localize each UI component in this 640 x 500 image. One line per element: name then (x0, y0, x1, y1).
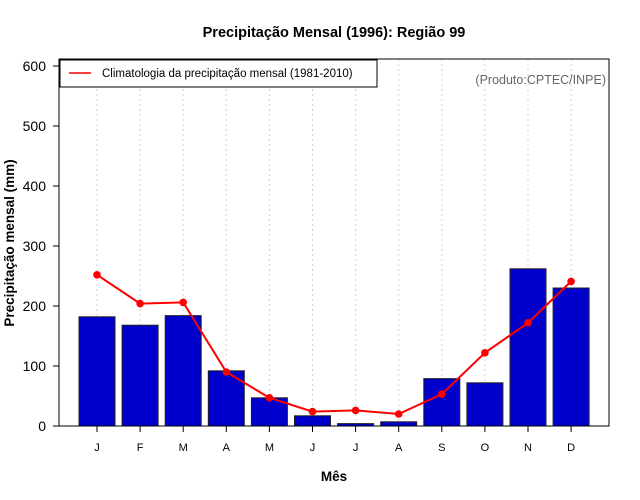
y-tick-label: 600 (23, 58, 47, 74)
climatology-point (481, 349, 489, 357)
bar (509, 268, 547, 427)
x-tick-label: M (265, 442, 274, 454)
x-tick-label: O (481, 442, 490, 454)
climatology-point (524, 319, 532, 327)
climatology-point (222, 368, 231, 376)
bar (380, 421, 418, 427)
chart-title: Precipitação Mensal (1996): Região 99 (203, 25, 466, 41)
legend-box (59, 59, 378, 88)
y-axis: 0 100 200 300 400 500 600 (23, 58, 60, 434)
y-tick-label: 300 (23, 238, 47, 254)
x-tick-label: N (524, 442, 532, 454)
bar (121, 324, 159, 427)
climatology-point (136, 299, 144, 308)
bar (164, 315, 202, 427)
x-tick-label: D (567, 442, 575, 454)
credit-annotation: (Produto:CPTEC/INPE) (475, 73, 606, 87)
bar (423, 378, 461, 427)
x-tick-label: A (395, 442, 403, 454)
climatology-point (265, 394, 274, 402)
climatology-point (308, 407, 317, 416)
climatology-point (351, 406, 360, 415)
legend-entry-climatology: Climatologia da precipitação mensal (198… (102, 68, 353, 80)
bar (552, 287, 590, 427)
x-tick-label: S (438, 442, 445, 454)
x-tick-label: A (223, 442, 231, 454)
x-tick-label: M (179, 442, 188, 454)
x-axis-label: Mês (321, 469, 347, 484)
x-tick-label: J (310, 442, 316, 454)
x-tick-label: F (137, 442, 144, 454)
y-tick-label: 400 (23, 178, 47, 194)
y-tick-label: 500 (23, 118, 47, 134)
y-axis-label: Precipitação mensal (mm) (2, 159, 17, 326)
x-tick-label: J (94, 442, 100, 454)
bar (466, 382, 504, 427)
bar (78, 316, 116, 427)
climatology-point (179, 298, 187, 307)
y-tick-label: 200 (23, 298, 47, 314)
y-tick-label: 100 (23, 358, 47, 374)
bar-series (78, 268, 590, 427)
line-series (93, 271, 575, 418)
climatology-point (394, 410, 403, 418)
bar (294, 415, 331, 427)
climatology-point (567, 277, 575, 286)
climatology-point (93, 271, 101, 279)
x-tick-label: J (353, 442, 359, 454)
legend: Climatologia da precipitação mensal (198… (59, 59, 378, 88)
climatology-line (96, 273, 572, 416)
y-tick-label: 0 (38, 418, 46, 434)
climatology-point (438, 390, 446, 399)
